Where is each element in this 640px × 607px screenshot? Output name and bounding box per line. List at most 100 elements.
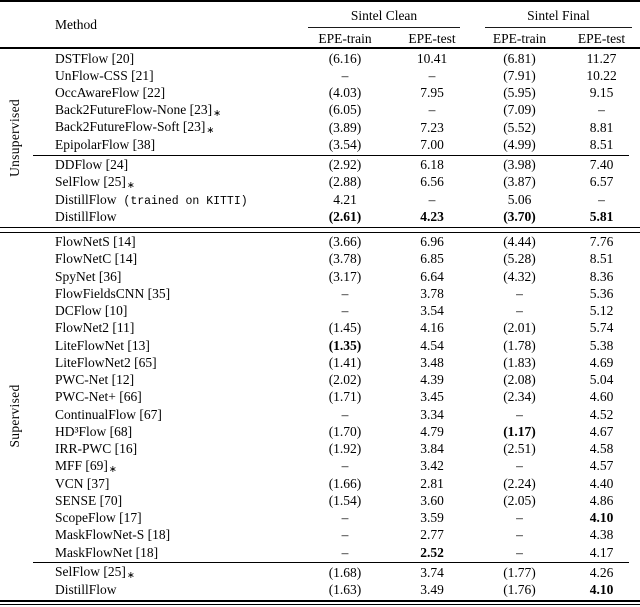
method-name: DSTFlow [20] bbox=[55, 51, 302, 67]
col-header-epe-train-clean: EPE-train bbox=[318, 31, 372, 46]
method-name: SpyNet [36] bbox=[55, 269, 302, 285]
method-name-text: LiteFlowNet [13] bbox=[55, 337, 150, 353]
method-name: LiteFlowNet2 [65] bbox=[55, 355, 302, 371]
method-name-text: ContinualFlow [67] bbox=[55, 406, 162, 422]
method-name-text: EpipolarFlow [38] bbox=[55, 136, 156, 152]
method-name-text: DistillFlow bbox=[55, 191, 117, 207]
method-name: FlowNet2 [11] bbox=[55, 320, 302, 336]
epe-value: (1.92) bbox=[328, 441, 362, 457]
col-group-sintel-clean: Sintel Clean bbox=[308, 4, 460, 28]
method-name-text: DDFlow [24] bbox=[55, 157, 129, 173]
epe-value: 4.54 bbox=[420, 337, 444, 353]
method-name-text: SpyNet [36] bbox=[55, 268, 122, 284]
epe-value: – bbox=[428, 191, 436, 207]
epe-value: (3.54) bbox=[328, 136, 362, 152]
epe-value: (1.54) bbox=[328, 492, 362, 508]
epe-value: 8.51 bbox=[589, 251, 614, 267]
epe-value: 6.18 bbox=[420, 157, 444, 173]
epe-value: (2.61) bbox=[328, 208, 362, 224]
epe-value: 3.42 bbox=[420, 458, 444, 474]
epe-value: 4.21 bbox=[333, 191, 357, 207]
table-row: SelFlow [25]∗ (2.88) 6.56 (3.87) 6.57 bbox=[55, 174, 640, 191]
col-group-sintel-final: Sintel Final bbox=[485, 4, 632, 28]
epe-value: (3.89) bbox=[328, 119, 362, 135]
epe-value: (1.76) bbox=[503, 582, 536, 598]
epe-value: – bbox=[598, 191, 605, 207]
method-name-text: MaskFlowNet [18] bbox=[55, 544, 159, 560]
epe-value: (2.88) bbox=[328, 174, 362, 190]
epe-value: 3.59 bbox=[420, 510, 444, 526]
col-header-epe-test-clean: EPE-test bbox=[408, 31, 456, 46]
section-label-supervised: Supervised bbox=[7, 384, 22, 448]
epe-value: – bbox=[341, 510, 349, 526]
table-row: FlowNet2 [11] (1.45) 4.16 (2.01) 5.74 bbox=[55, 320, 640, 337]
epe-value: (1.66) bbox=[328, 475, 362, 491]
epe-value: 6.64 bbox=[420, 268, 444, 284]
epe-value: (6.05) bbox=[328, 102, 362, 118]
table-row: DistillFlow (trained on KITTI) 4.21 – 5.06 – bbox=[55, 191, 640, 208]
epe-value: 5.74 bbox=[589, 320, 614, 336]
method-name: PWC-Net+ [66] bbox=[55, 389, 302, 405]
method-name: DCFlow [10] bbox=[55, 303, 302, 319]
method-name: EpipolarFlow [38] bbox=[55, 137, 302, 153]
epe-value: (2.24) bbox=[503, 475, 536, 491]
method-name-text: DistillFlow bbox=[55, 582, 117, 598]
epe-value: 4.10 bbox=[589, 510, 614, 526]
epe-value: (2.92) bbox=[328, 157, 362, 173]
epe-value: 3.49 bbox=[420, 582, 444, 598]
table-row: HD³Flow [68] (1.70) 4.79 (1.17) 4.67 bbox=[55, 423, 640, 440]
method-name: DDFlow [24] bbox=[55, 157, 302, 173]
epe-value: (2.34) bbox=[503, 389, 536, 405]
table-row: VCN [37] (1.66) 2.81 (2.24) 4.40 bbox=[55, 475, 640, 492]
epe-value: (2.51) bbox=[503, 441, 536, 457]
table-row: PWC-Net+ [66] (1.71) 3.45 (2.34) 4.60 bbox=[55, 389, 640, 406]
star-marker: ∗ bbox=[213, 108, 222, 119]
epe-value: – bbox=[341, 67, 349, 83]
table-row: LiteFlowNet2 [65] (1.41) 3.48 (1.83) 4.69 bbox=[55, 354, 640, 371]
table-row: DistillFlow (1.63) 3.49 (1.76) 4.10 bbox=[55, 582, 640, 599]
col-header-epe-test-final: EPE-test bbox=[577, 31, 626, 46]
table-row: DDFlow [24] (2.92) 6.18 (3.98) 7.40 bbox=[55, 157, 640, 174]
epe-value: 2.81 bbox=[420, 475, 444, 491]
epe-value: 6.57 bbox=[589, 174, 614, 190]
method-name: LiteFlowNet [13] bbox=[55, 338, 302, 354]
method-name-text: ScopeFlow [17] bbox=[55, 510, 142, 526]
epe-value: (2.01) bbox=[503, 320, 536, 336]
epe-value: 4.69 bbox=[589, 354, 614, 370]
method-name: Back2FutureFlow-Soft [23]∗ bbox=[55, 119, 302, 136]
method-name: DistillFlow bbox=[55, 209, 302, 225]
epe-value: 6.85 bbox=[420, 251, 444, 267]
table-row: SelFlow [25]∗ (1.68) 3.74 (1.77) 4.26 bbox=[55, 564, 640, 581]
method-name-text: SelFlow [25] bbox=[55, 564, 126, 580]
star-marker: ∗ bbox=[108, 464, 117, 475]
epe-value: – bbox=[341, 544, 349, 560]
epe-value: 10.22 bbox=[586, 67, 617, 83]
epe-value: 4.10 bbox=[589, 582, 614, 598]
epe-value: – bbox=[428, 67, 436, 83]
method-name-text: DistillFlow bbox=[55, 208, 117, 224]
epe-value: 7.95 bbox=[420, 85, 444, 101]
epe-value: (3.66) bbox=[328, 234, 362, 250]
epe-value: 8.36 bbox=[589, 268, 614, 284]
epe-value: 5.36 bbox=[589, 285, 614, 301]
epe-value: 3.34 bbox=[420, 406, 444, 422]
epe-value: 5.04 bbox=[589, 372, 614, 388]
table-row: Back2FutureFlow-None [23]∗ (6.05) – (7.09) – bbox=[55, 102, 640, 119]
table-row: FlowFieldsCNN [35] – 3.78 – 5.36 bbox=[55, 285, 640, 302]
table-row: ScopeFlow [17] – 3.59 – 4.10 bbox=[55, 510, 640, 527]
method-name: FlowNetS [14] bbox=[55, 234, 302, 250]
method-name-text: UnFlow-CSS [21] bbox=[55, 67, 154, 83]
method-name-text: PWC-Net [12] bbox=[55, 372, 135, 388]
section-supervised: Supervised FlowNetS [14] (3.66) 6.96 (4.44)… bbox=[0, 233, 640, 600]
method-name: SelFlow [25]∗ bbox=[55, 174, 302, 191]
method-name: Back2FutureFlow-None [23]∗ bbox=[55, 102, 302, 119]
method-name-text: DSTFlow [20] bbox=[55, 50, 135, 66]
epe-value: – bbox=[341, 285, 349, 301]
epe-value: 4.23 bbox=[420, 208, 444, 224]
method-name-text: OccAwareFlow [22] bbox=[55, 85, 166, 101]
epe-value: – bbox=[516, 303, 523, 319]
method-name-text: IRR-PWC [16] bbox=[55, 441, 138, 457]
epe-value: – bbox=[516, 527, 523, 543]
epe-value: (3.70) bbox=[503, 208, 536, 224]
